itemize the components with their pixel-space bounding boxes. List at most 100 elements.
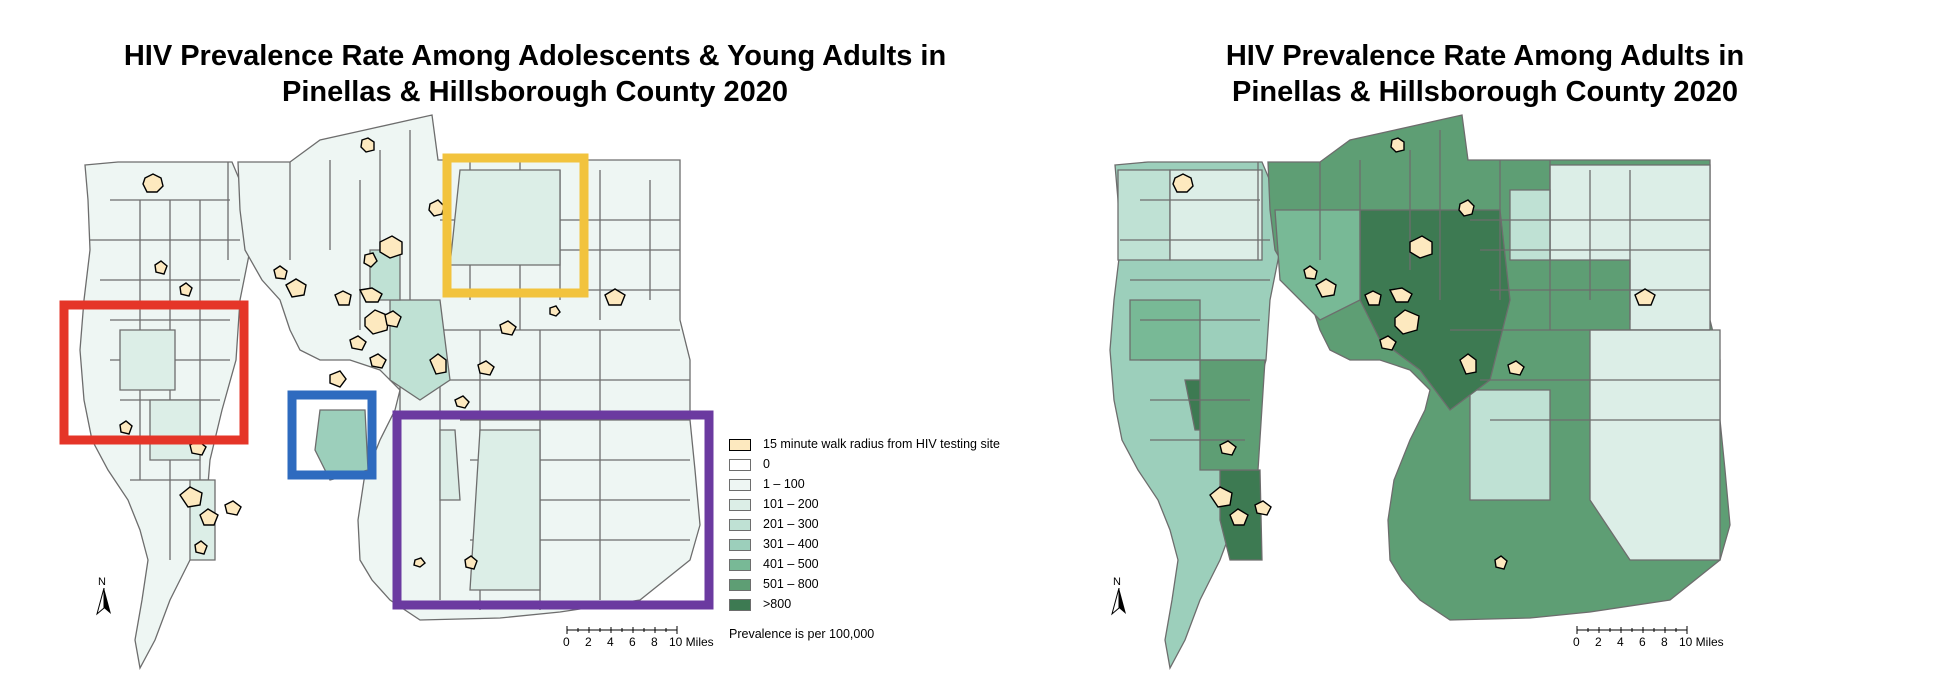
legend-swatch [729, 539, 751, 551]
walk-radius-area [1458, 199, 1475, 217]
walk-radius-area [179, 282, 193, 297]
walk-radius-area [1409, 235, 1433, 259]
scale-label: 4 [607, 635, 614, 649]
legend-label: >800 [763, 597, 792, 611]
legend-swatch [729, 599, 751, 611]
walk-radius-area [1229, 508, 1249, 526]
walk-radius-area [363, 252, 378, 268]
walk-radius-area [360, 137, 375, 153]
legend-item-class-5: 401 – 500 [729, 557, 1029, 573]
scale-label: 10 Miles [1679, 635, 1724, 649]
walk-radius-area [1494, 555, 1508, 570]
walk-radius-area [194, 540, 208, 555]
walk-radius-area [119, 420, 133, 435]
walk-radius-area [1390, 137, 1405, 153]
legend-label: 101 – 200 [763, 497, 819, 511]
prevalence-note: Prevalence is per 100,000 [729, 627, 875, 641]
walk-radius-area [1507, 360, 1525, 376]
walk-radius-area [384, 310, 402, 328]
adult-map-title: HIV Prevalence Rate Among Adults in Pine… [1225, 40, 1745, 108]
scale-bar: 0 2 4 6 8 10 Miles [1573, 625, 1735, 655]
walk-radius-area [334, 290, 352, 306]
legend-item-class-3: 201 – 300 [729, 517, 1029, 533]
north-arrow-icon [96, 588, 111, 616]
north-arrow-icon [1111, 588, 1126, 616]
highlight-box-purple [392, 410, 714, 610]
walk-radius-area [285, 278, 307, 298]
scale-label: 8 [1661, 635, 1668, 649]
walk-radius-area [1394, 309, 1420, 335]
legend-swatch [729, 579, 751, 591]
walk-radius-area [1379, 335, 1397, 351]
legend-label: 15 minute walk radius from HIV testing s… [763, 437, 1000, 451]
walk-radius-area [413, 557, 426, 568]
walk-radius-area [349, 335, 367, 351]
youth-choropleth-map [59, 114, 714, 670]
walk-radius-area [1459, 353, 1477, 375]
highlight-box-blue [287, 390, 377, 480]
legend-item-class-2: 101 – 200 [729, 497, 1029, 513]
scale-bar-graphic [566, 626, 678, 634]
legend-swatch [729, 559, 751, 571]
legend-swatch [729, 499, 751, 511]
walk-radius-area [1209, 486, 1233, 508]
legend-label: 301 – 400 [763, 537, 819, 551]
scale-label: 8 [651, 635, 658, 649]
walk-radius-area [464, 555, 478, 570]
walk-radius-area [1303, 265, 1318, 280]
walk-radius-area [364, 309, 390, 335]
north-arrow: N [95, 576, 115, 616]
walk-radius-area [142, 173, 164, 193]
legend-item-class-0: 0 [729, 457, 1029, 473]
scale-label: 4 [1617, 635, 1624, 649]
walk-radius-area [1219, 440, 1237, 456]
walk-radius-area [369, 353, 387, 369]
north-label: N [98, 576, 106, 588]
highlight-box-yellow [442, 153, 589, 298]
north-arrow: N [1110, 576, 1130, 616]
scale-label: 10 Miles [669, 635, 714, 649]
north-label: N [1113, 576, 1121, 588]
scale-label: 6 [1639, 635, 1646, 649]
legend-swatch [729, 479, 751, 491]
scale-label: 2 [1595, 635, 1602, 649]
legend-item-class-4: 301 – 400 [729, 537, 1029, 553]
walk-radius-area [179, 486, 203, 508]
walk-radius-area [379, 235, 403, 259]
walk-radius-area [428, 199, 445, 217]
walk-radius-area [429, 353, 447, 375]
legend-item-class-6: 501 – 800 [729, 577, 1029, 593]
walk-radius-area [1315, 278, 1337, 298]
walk-radius-area [1364, 290, 1382, 306]
legend-label: 501 – 800 [763, 577, 819, 591]
scale-bar: 0 2 4 6 8 10 Miles [563, 625, 725, 655]
walk-radius-area [1172, 173, 1194, 193]
legend-label: 1 – 100 [763, 477, 805, 491]
walk-radius-area [154, 260, 168, 275]
walk-radius-area [549, 305, 561, 317]
legend-swatch [729, 459, 751, 471]
legend-item-class-7: >800 [729, 597, 1029, 613]
legend-label: 401 – 500 [763, 557, 819, 571]
walk-radius-swatch [729, 439, 751, 451]
walk-radius-area [1634, 288, 1656, 306]
legend-item-walk-radius: 15 minute walk radius from HIV testing s… [729, 437, 1029, 453]
walk-radius-area [273, 265, 288, 280]
walk-radius-area [1388, 287, 1413, 303]
scale-label: 6 [629, 635, 636, 649]
walk-radius-area [358, 287, 383, 303]
youth-map-panel: HIV Prevalence Rate Among Adolescents & … [59, 40, 1029, 670]
scale-bar-graphic [1576, 626, 1688, 634]
legend-label: 0 [763, 457, 770, 471]
highlight-box-red [59, 300, 249, 445]
walk-radius-area [454, 395, 470, 409]
legend-swatch [729, 519, 751, 531]
walk-radius-area [499, 320, 517, 336]
walk-radius-area [224, 500, 242, 516]
legend-item-class-1: 1 – 100 [729, 477, 1029, 493]
walk-radius-area [477, 360, 495, 376]
walk-radius-area [329, 370, 347, 388]
youth-map-title: HIV Prevalence Rate Among Adolescents & … [123, 40, 947, 108]
adult-map-panel: HIV Prevalence Rate Among Adults in Pine… [1030, 0, 1936, 696]
legend-label: 201 – 300 [763, 517, 819, 531]
